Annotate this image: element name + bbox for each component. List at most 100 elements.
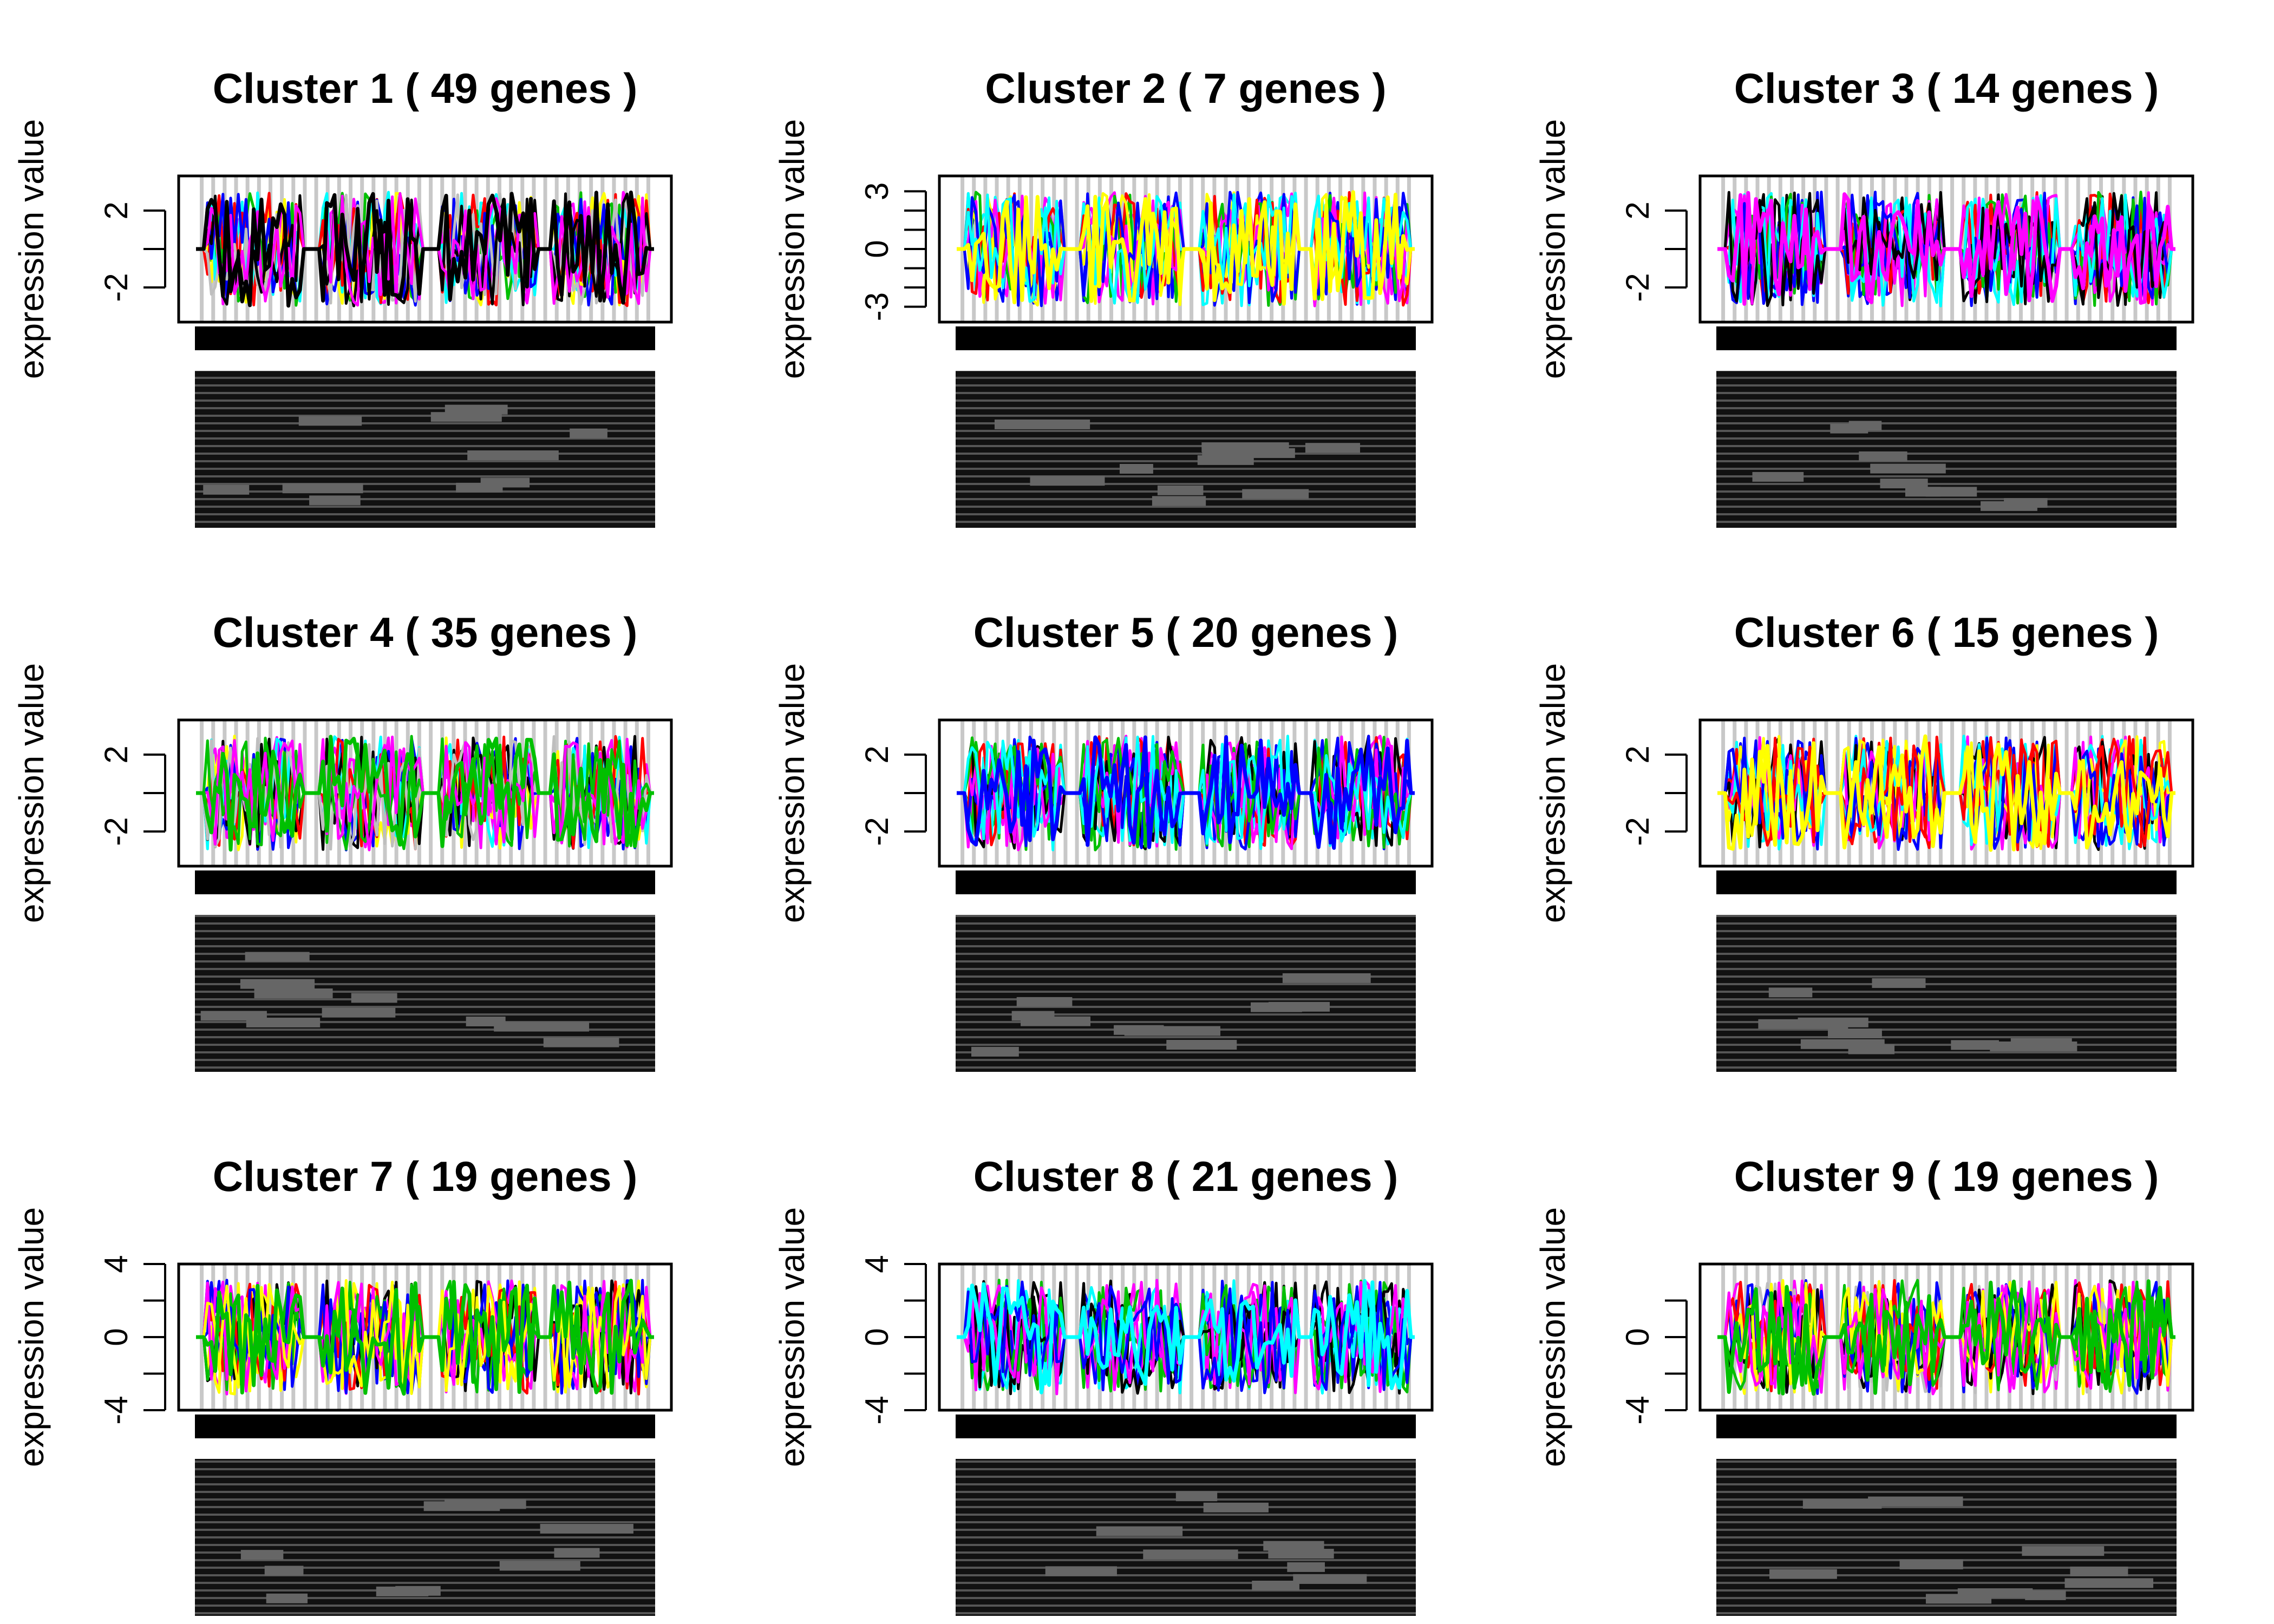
x-label-overlap (1305, 443, 1360, 453)
panel-title: Cluster 4 ( 35 genes ) (213, 608, 638, 656)
x-label-overlap (971, 1046, 1019, 1057)
panel-title: Cluster 1 ( 49 genes ) (213, 64, 638, 112)
y-tick-label: 4 (98, 1255, 134, 1273)
x-tick-labels (1716, 371, 2177, 528)
x-label-overlap (1045, 1566, 1117, 1576)
x-label-overlap (264, 1566, 304, 1576)
x-label-overlap (2025, 1590, 2066, 1600)
x-label-overlap (1252, 1580, 1299, 1590)
y-tick-label: -4 (1619, 1396, 1656, 1424)
x-axis-ticks (195, 1415, 655, 1438)
x-axis-ticks (195, 870, 655, 894)
y-axis-label: expression value (773, 663, 812, 923)
x-label-overlap (1143, 1549, 1238, 1560)
x-label-overlap (1872, 978, 1926, 988)
plot-frame (1698, 174, 2194, 324)
y-axis-label: expression value (773, 119, 812, 379)
cluster-panel-7: Cluster 7 ( 19 genes ) expression value -4… (12, 1152, 673, 1616)
cluster-panel-5: Cluster 5 ( 20 genes ) expression value -2… (773, 608, 1434, 1072)
x-label-overlap (1263, 1541, 1324, 1551)
y-axis: -2 2 (1619, 745, 1688, 846)
y-tick-label: 0 (859, 240, 895, 258)
x-label-overlap (494, 1021, 590, 1032)
x-label-overlap (2070, 1566, 2128, 1576)
x-label-overlap (1859, 451, 1907, 461)
x-label-overlap (1096, 1526, 1183, 1536)
y-axis: -3 0 3 (859, 182, 927, 321)
y-tick-label: 2 (1619, 745, 1656, 763)
x-axis (956, 326, 1416, 528)
x-label-overlap (1870, 463, 1946, 474)
x-label-overlap (1752, 472, 1804, 482)
y-axis-label: expression value (1533, 1207, 1572, 1467)
x-label-overlap (1802, 1498, 1882, 1509)
y-axis: -2 2 (98, 201, 166, 302)
panel-title: Cluster 6 ( 15 genes ) (1734, 608, 2159, 656)
y-tick-label: -4 (98, 1396, 134, 1424)
x-label-overlap (322, 1007, 396, 1018)
x-label-overlap (240, 1550, 284, 1560)
y-tick-label: 4 (859, 1255, 895, 1273)
plot-frame (177, 1262, 673, 1412)
y-axis: -2 2 (98, 745, 166, 846)
x-label-overlap (245, 952, 310, 962)
x-label-overlap (1242, 489, 1309, 499)
y-axis-label: expression value (773, 1207, 812, 1467)
gene-profile-line (957, 735, 1415, 850)
expression-lines (1717, 1279, 2175, 1396)
plot-frame (1698, 1262, 2194, 1412)
gene-profile-line (1717, 1279, 2175, 1396)
cluster-panel-1: Cluster 1 ( 49 genes ) expression value -2… (12, 64, 673, 528)
gene-profile-line (1717, 191, 2175, 306)
expression-lines (957, 1279, 1415, 1396)
y-axis-label: expression value (1533, 119, 1572, 379)
cluster-panel-3: Cluster 3 ( 14 genes ) expression value -2… (1533, 64, 2194, 528)
x-axis-ticks (1716, 326, 2177, 350)
x-label-overlap (1282, 973, 1371, 983)
x-axis (956, 870, 1416, 1072)
x-label-overlap (298, 416, 362, 426)
y-axis: -4 0 4 (859, 1255, 927, 1425)
cluster-panel-4: Cluster 4 ( 35 genes ) expression value -2… (12, 608, 673, 1072)
x-label-overlap (2022, 1546, 2105, 1556)
y-axis-label: expression value (1533, 663, 1572, 923)
x-label-overlap (445, 404, 508, 415)
cluster-panel-8: Cluster 8 ( 21 genes ) expression value -4… (773, 1152, 1434, 1616)
x-label-overlap (1119, 463, 1153, 474)
x-label-overlap (543, 1037, 619, 1047)
x-label-overlap (1250, 1002, 1302, 1012)
y-tick-label: 0 (859, 1328, 895, 1346)
x-label-overlap (1016, 997, 1073, 1007)
x-label-overlap (1769, 1569, 1837, 1579)
x-label-overlap (1828, 1029, 1882, 1039)
expression-lines (196, 1279, 654, 1396)
y-axis: -2 2 (859, 745, 927, 846)
plot-frame (938, 718, 1434, 868)
gene-profile-line (1717, 734, 2175, 852)
x-label-overlap (1848, 421, 1882, 431)
x-label-overlap (1868, 1496, 1963, 1507)
x-label-overlap (1951, 1040, 1999, 1050)
x-axis (1716, 870, 2177, 1072)
y-tick-label: -2 (859, 817, 895, 846)
x-label-overlap (1768, 987, 1813, 998)
x-label-overlap (1114, 1025, 1164, 1035)
x-label-overlap (1030, 476, 1105, 486)
x-label-overlap (1201, 442, 1289, 453)
x-label-overlap (1011, 1011, 1055, 1021)
x-label-overlap (554, 1548, 600, 1558)
x-axis-ticks (1716, 870, 2177, 894)
x-label-overlap (351, 993, 397, 1003)
gene-profile-line (196, 191, 654, 308)
y-tick-label: 3 (859, 182, 895, 200)
x-label-overlap (240, 979, 315, 989)
x-label-overlap (2064, 1578, 2154, 1588)
x-label-overlap (203, 484, 250, 495)
x-label-overlap (2010, 1038, 2072, 1049)
panel-title: Cluster 5 ( 20 genes ) (973, 608, 1399, 656)
x-label-overlap (1848, 1044, 1895, 1055)
x-axis (195, 1415, 655, 1616)
x-axis (1716, 326, 2177, 528)
x-tick-labels (1716, 1459, 2177, 1616)
x-label-overlap (1157, 485, 1204, 495)
